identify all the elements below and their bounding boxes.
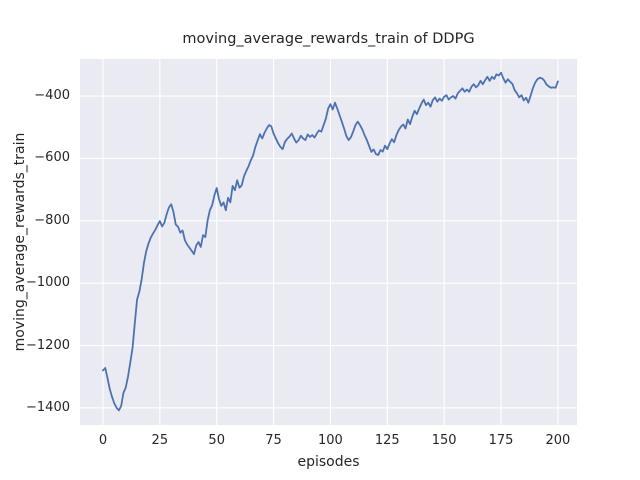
y-tick-label: −400 bbox=[34, 88, 70, 104]
x-axis-label: episodes bbox=[297, 454, 360, 470]
x-tick-label: 125 bbox=[374, 433, 400, 448]
y-tick-label: −1400 bbox=[26, 399, 70, 415]
x-tick-label: 50 bbox=[208, 433, 225, 448]
x-tick-label: 100 bbox=[318, 433, 343, 448]
y-tick-label: −800 bbox=[34, 212, 70, 228]
chart-title: moving_average_rewards_train of DDPG bbox=[182, 31, 475, 47]
y-tick-label: −1200 bbox=[26, 337, 70, 353]
x-tick-label: 200 bbox=[545, 433, 571, 448]
x-tick-label: 75 bbox=[265, 433, 282, 448]
y-tick-label: −1000 bbox=[26, 275, 70, 291]
x-tick-label: 175 bbox=[488, 433, 514, 448]
x-tick-label: 25 bbox=[151, 433, 169, 448]
series-line-moving_average_rewards_train bbox=[102, 71, 559, 412]
chart-svg bbox=[80, 59, 577, 425]
x-tick-label: 150 bbox=[431, 433, 457, 448]
plot-area bbox=[80, 59, 577, 425]
y-tick-label: −600 bbox=[34, 150, 70, 166]
x-tick-label: 0 bbox=[98, 433, 108, 448]
